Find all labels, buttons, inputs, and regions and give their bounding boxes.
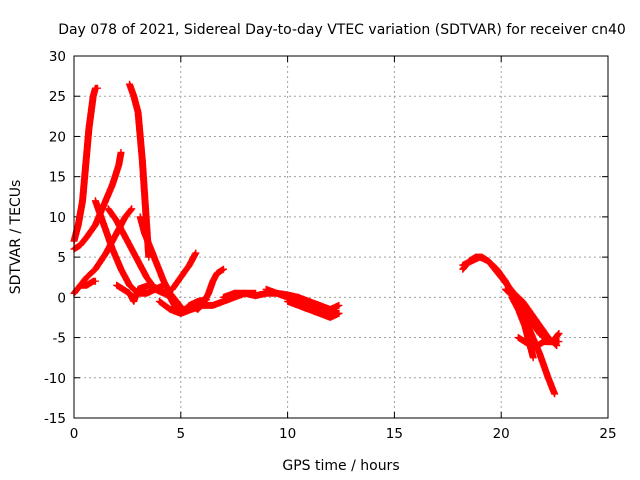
x-tick-label: 0: [70, 426, 79, 442]
series-track-19: [508, 293, 537, 362]
y-tick-label: 15: [49, 170, 66, 186]
series-track-16: [459, 253, 559, 398]
data-points: [70, 80, 563, 398]
y-tick-label: 25: [49, 89, 66, 105]
point-markers: [76, 277, 99, 289]
y-tick-label: 0: [57, 290, 66, 306]
grid: [74, 56, 608, 418]
chart-title: Day 078 of 2021, Sidereal Day-to-day VTE…: [58, 22, 626, 38]
x-tick-label: 15: [386, 426, 403, 442]
series-track-14: [284, 297, 343, 321]
y-tick-label: 5: [57, 250, 66, 266]
y-tick-label: -5: [53, 331, 66, 347]
x-tick-label: 5: [177, 426, 186, 442]
series-track-9: [76, 277, 99, 289]
point-markers: [508, 293, 537, 362]
point-markers: [459, 253, 559, 398]
x-tick-label: 20: [493, 426, 510, 442]
y-tick-label: 10: [49, 210, 66, 226]
y-tick-label: -15: [44, 411, 66, 427]
series-track-13: [262, 285, 343, 317]
x-axis-label: GPS time / hours: [282, 458, 399, 474]
x-tick-label: 25: [599, 426, 616, 442]
point-markers: [284, 297, 343, 321]
y-tick-label: 30: [49, 49, 66, 65]
x-tick-label: 10: [279, 426, 296, 442]
y-tick-label: -10: [44, 371, 66, 387]
y-axis-label: SDTVAR / TECUs: [8, 180, 24, 295]
y-tick-label: 20: [49, 129, 66, 145]
plot-frame: [73, 55, 609, 419]
axis-ticks: 0 5 10 15 20 25 -15 -10 -5 0 5 10 15 20 25 30: [44, 49, 617, 442]
point-markers: [262, 285, 343, 317]
